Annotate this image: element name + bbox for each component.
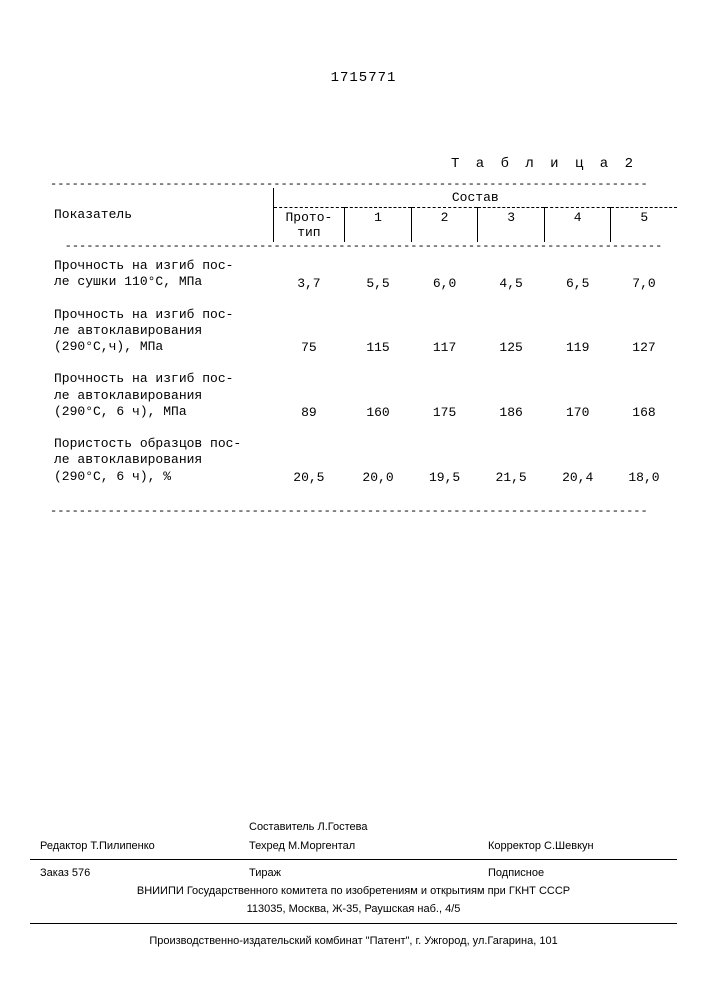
cell: 20,4: [544, 428, 611, 493]
cell: 89: [273, 363, 345, 428]
header-group: Состав: [273, 188, 677, 208]
row-label: Прочность на изгиб пос- ле автоклавирова…: [50, 363, 273, 428]
cell: 115: [345, 299, 412, 364]
cell: 6,0: [411, 250, 478, 299]
compiler-label: Составитель: [249, 821, 314, 833]
table-caption: Т а б л и ц а 2: [50, 156, 637, 172]
corrector-label: Корректор: [488, 840, 541, 852]
cell: 125: [478, 299, 545, 364]
dash-line-bottom: ----------------------------------------…: [50, 507, 677, 515]
order-num: 576: [72, 867, 90, 879]
cell: 170: [544, 363, 611, 428]
cell: 20,5: [273, 428, 345, 493]
footer-rule-1: [30, 859, 677, 860]
table-row: Прочность на изгиб пос- ле сушки 110°С, …: [50, 250, 677, 299]
row-label: Пористость образцов пос- ле автоклавиров…: [50, 428, 273, 493]
subcol-2: 2: [411, 208, 478, 243]
table-row: Прочность на изгиб пос- ле автоклавирова…: [50, 363, 677, 428]
cell: 7,0: [611, 250, 677, 299]
cell: 119: [544, 299, 611, 364]
dash-line-mid: ----------------------------------------…: [50, 242, 677, 250]
cell: 175: [411, 363, 478, 428]
cell: 75: [273, 299, 345, 364]
subcol-5: 5: [611, 208, 677, 243]
row-label: Прочность на изгиб пос- ле сушки 110°С, …: [50, 250, 273, 299]
subcol-proto: Прото- тип: [273, 208, 345, 243]
org-line-1: ВНИИПИ Государственного комитета по изоб…: [0, 882, 707, 900]
cell: 160: [345, 363, 412, 428]
editor-name: Т.Пилипенко: [90, 840, 154, 852]
cell: 5,5: [345, 250, 412, 299]
header-param: Показатель: [50, 188, 273, 242]
cell: 3,7: [273, 250, 345, 299]
table-row: Пористость образцов пос- ле автоклавиров…: [50, 428, 677, 493]
cell: 18,0: [611, 428, 677, 493]
compiler-name: Л.Гостева: [317, 821, 367, 833]
corrector-name: С.Шевкун: [544, 840, 594, 852]
cell: 168: [611, 363, 677, 428]
org-line-2: 113035, Москва, Ж-35, Раушская наб., 4/5: [0, 900, 707, 918]
subcol-3: 3: [478, 208, 545, 243]
techred-label: Техред: [249, 840, 285, 852]
cell: 21,5: [478, 428, 545, 493]
footer-rule-2: [30, 923, 677, 924]
data-table: Показатель Состав Прото- тип 1 2 3 4 5 -…: [50, 188, 677, 493]
row-label: Прочность на изгиб пос- ле автоклавирова…: [50, 299, 273, 364]
cell: 20,0: [345, 428, 412, 493]
subcol-4: 4: [544, 208, 611, 243]
techred-name: М.Моргентал: [288, 840, 355, 852]
footer: Составитель Л.Гостева Редактор Т.Пилипен…: [0, 818, 707, 950]
dash-line-top: ----------------------------------------…: [50, 180, 677, 188]
printer-line: Производственно-издательский комбинат "П…: [0, 928, 707, 950]
cell: 19,5: [411, 428, 478, 493]
cell: 127: [611, 299, 677, 364]
editor-label: Редактор: [40, 840, 87, 852]
order-label: Заказ: [40, 867, 69, 879]
subcol-1: 1: [345, 208, 412, 243]
cell: 6,5: [544, 250, 611, 299]
cell: 186: [478, 363, 545, 428]
patent-number: 1715771: [50, 70, 677, 86]
tirazh-label: Тираж: [249, 867, 281, 879]
cell: 117: [411, 299, 478, 364]
cell: 4,5: [478, 250, 545, 299]
subscribe-label: Подписное: [488, 867, 544, 879]
table-row: Прочность на изгиб пос- ле автоклавирова…: [50, 299, 677, 364]
